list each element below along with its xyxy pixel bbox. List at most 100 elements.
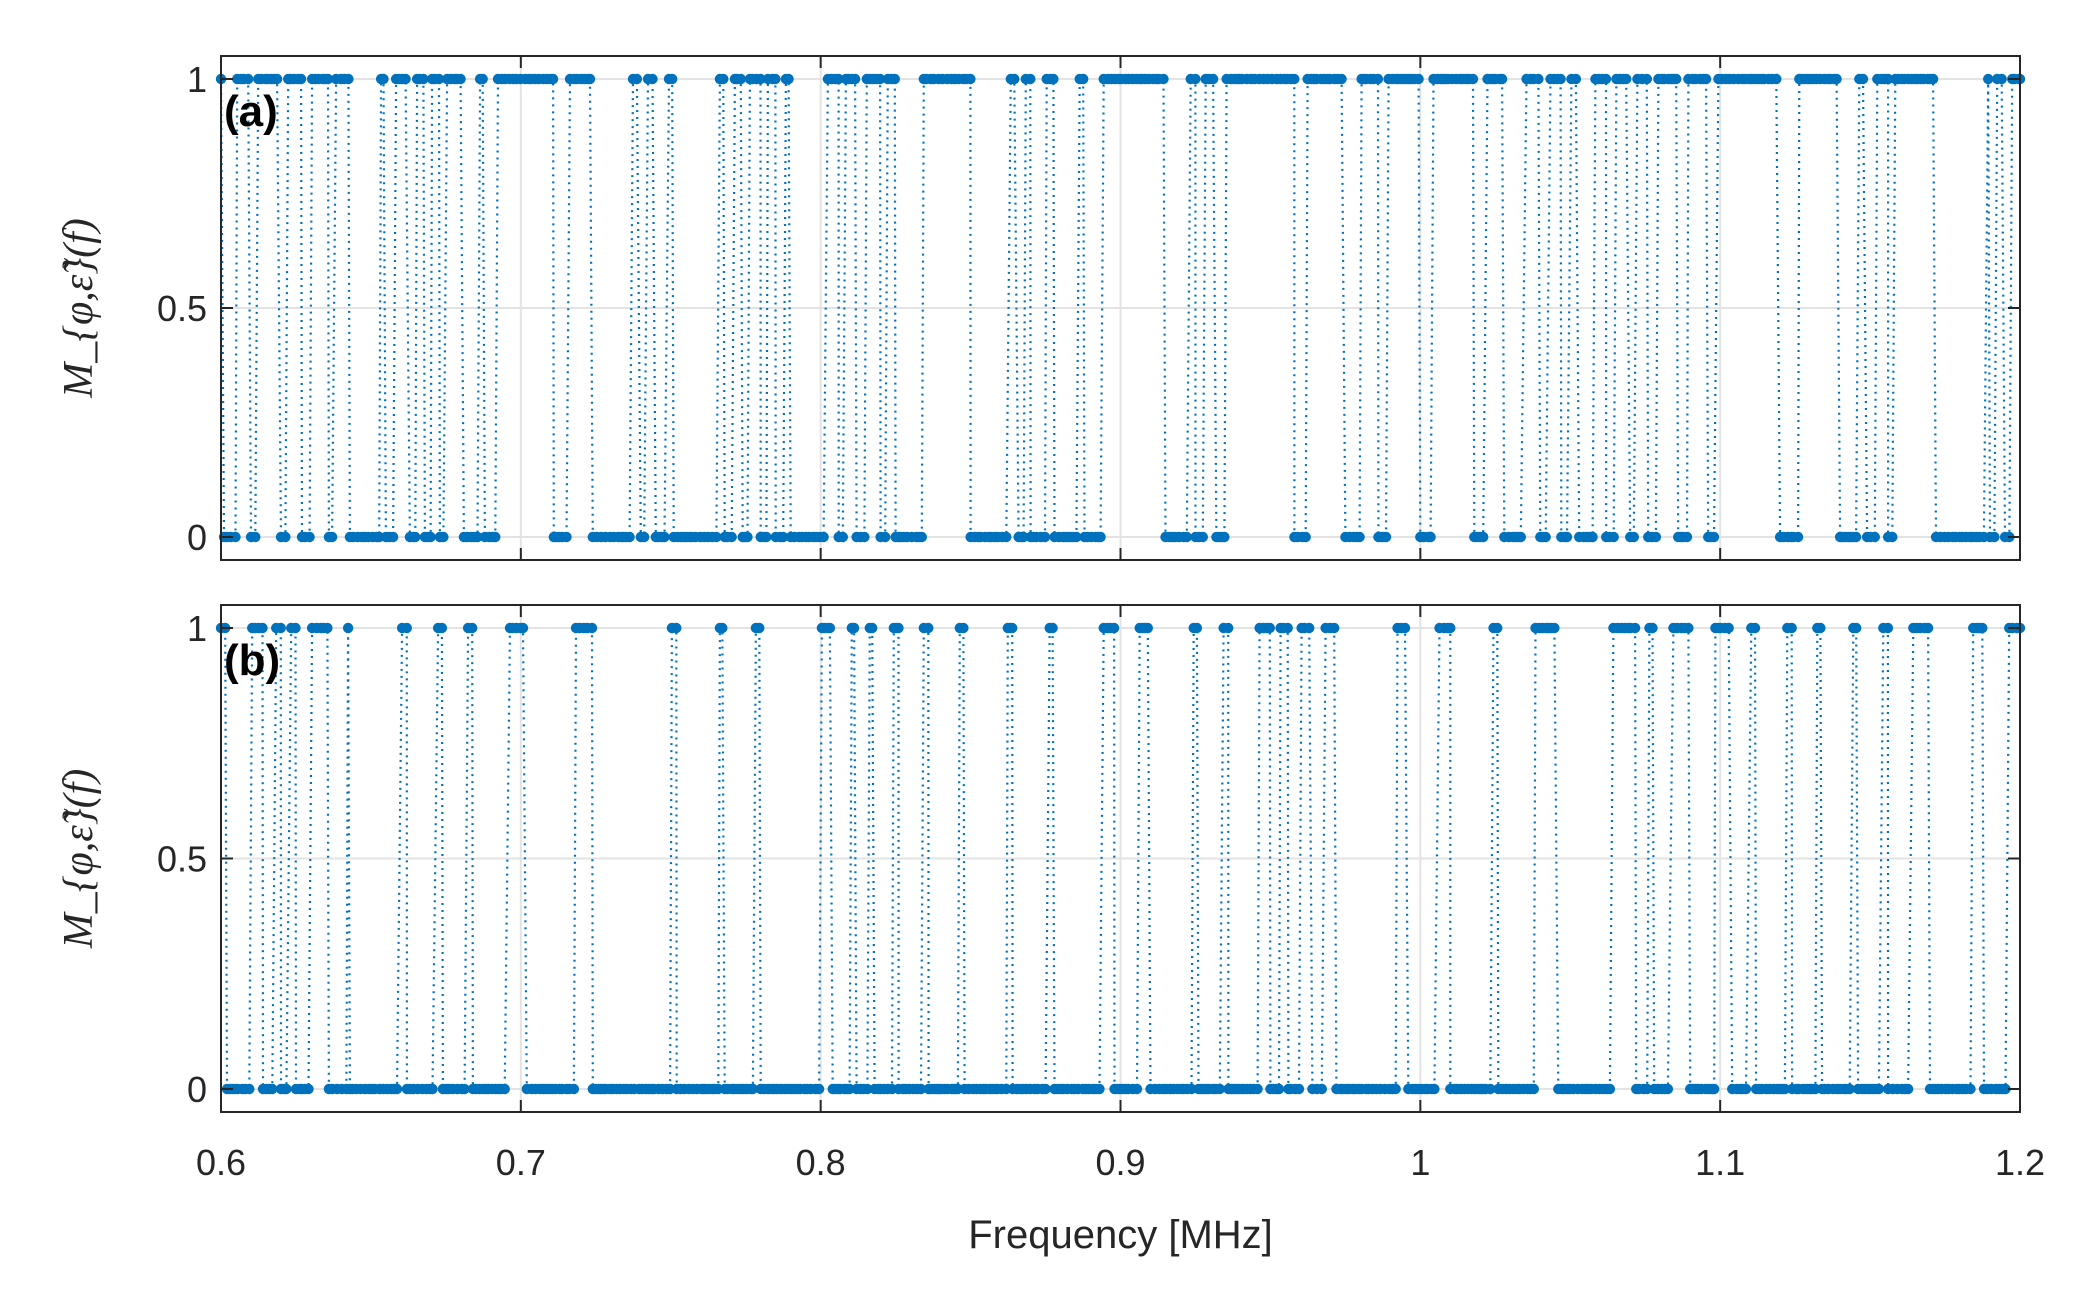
panel-a-data-point <box>1380 531 1392 543</box>
panel-b-data-point <box>322 622 333 634</box>
panel-a-data-point <box>735 73 746 85</box>
panel-a-series <box>215 73 2026 543</box>
x-tick-label: 1.1 <box>1695 1142 1745 1183</box>
panel-b-data-point <box>2000 1083 2011 1095</box>
panel-a-ticks: 00.51 <box>157 56 2021 560</box>
panel-b-data-point <box>1007 622 1018 634</box>
panel-a-data-point <box>778 531 789 543</box>
panel-b-data-point <box>1131 1083 1143 1095</box>
panel-b-data-point <box>342 622 354 634</box>
panel-a-data-point <box>1336 73 1347 85</box>
panel-a-data-point <box>1869 531 1881 543</box>
panel-a-data-point <box>718 73 729 85</box>
panel-b-data-point <box>568 1083 580 1095</box>
panel-b-data-point <box>1214 1083 1226 1095</box>
panel-a-data-point <box>1219 531 1230 543</box>
panel-a-y-tick-label: 0 <box>187 517 207 558</box>
panel-b-data-point <box>459 1083 470 1095</box>
panel-a-data-point <box>230 531 241 543</box>
panel-a-data-point <box>1621 73 1632 85</box>
panel-a-data-point <box>1300 531 1311 543</box>
panel-b-data-point <box>1528 1083 1540 1095</box>
panel-a-data-point <box>271 73 283 85</box>
panel-a-data-point <box>965 73 976 85</box>
panel-a-data-point <box>584 73 596 85</box>
panel-a-data-point <box>1009 73 1020 85</box>
panel-a-data-point <box>433 73 445 85</box>
panel-b-data-point <box>1040 1083 1051 1095</box>
panel-a-data-point <box>1561 531 1573 543</box>
panel-b-data-point <box>436 622 448 634</box>
panel-b-data-point <box>427 1083 438 1095</box>
panel-a-data-point <box>438 531 449 543</box>
panel-a-data-point <box>410 531 421 543</box>
panel-a-data-point <box>250 531 261 543</box>
panel-b-data-point <box>1815 622 1826 634</box>
panel-a-data-point <box>1989 531 2000 543</box>
panel-b-data-point <box>1662 1083 1674 1095</box>
panel-a-data-point <box>889 73 900 85</box>
panel-a-data-point <box>1608 531 1619 543</box>
panel-a-data-point <box>1570 73 1582 85</box>
panel-b-data-point <box>754 622 765 634</box>
panel-a-data-point <box>1650 531 1662 543</box>
panel-a-data-point <box>818 531 829 543</box>
panel-a-data-point <box>833 73 844 85</box>
panel-b-data-point <box>303 1083 314 1095</box>
panel-a-data-point <box>1354 531 1365 543</box>
panel-a-data-point <box>1095 531 1106 543</box>
panel-b-series <box>215 622 2026 1095</box>
panel-a-data-point <box>1158 73 1169 85</box>
panel-b-data-point <box>401 622 412 634</box>
panel-b-data-point <box>848 622 860 634</box>
panel-b-data-point <box>1047 622 1058 634</box>
panel-a-data-point <box>647 73 658 85</box>
panel-b-data-point <box>1429 1083 1440 1095</box>
panel-b-data-point <box>923 622 934 634</box>
panel-b-data-point <box>1786 622 1797 634</box>
panel-b-data-point <box>1399 622 1411 634</box>
panel-a-data-point <box>639 531 650 543</box>
panel-b-data-point <box>1709 1083 1720 1095</box>
panel-a: 00.51 (a) M_{φ,ε̃}(f) <box>56 55 2026 561</box>
panel-b-data-point <box>1445 622 1456 634</box>
panel-b-data-point <box>1549 622 1560 634</box>
panel-b-data-point <box>1965 1083 1976 1095</box>
panel-a-data-point <box>1600 73 1612 85</box>
panel-b-data-point <box>1316 1083 1328 1095</box>
panel-a-data-point <box>1071 531 1082 543</box>
panel-a-data-point <box>387 531 399 543</box>
panel-b-data-point <box>1282 622 1293 634</box>
panel-a-data-point <box>711 531 722 543</box>
panel-a-data-point <box>742 531 753 543</box>
panel-a-data-point <box>880 531 891 543</box>
panel-b-data-point <box>824 622 836 634</box>
panel-b-data-point <box>893 622 904 634</box>
panel-a-data-point <box>378 73 389 85</box>
x-tick-label: 0.8 <box>796 1142 846 1183</box>
panel-b-data-point <box>867 622 878 634</box>
panel-a-data-point <box>770 73 781 85</box>
x-tick-label: 1.2 <box>1995 1142 2045 1183</box>
panel-b-y-axis-label: M_{φ,ε̃}(f) <box>56 769 102 950</box>
panel-a-data-point <box>1708 531 1720 543</box>
panel-a-data-point <box>631 73 643 85</box>
panel-a-data-point <box>295 73 307 85</box>
panel-b-data-point <box>1740 1083 1752 1095</box>
panel-a-data-point <box>1533 73 1544 85</box>
panel-b-y-tick-label: 1 <box>187 608 207 649</box>
panel-b-data-point <box>391 1083 403 1095</box>
panel-b-data-point <box>1683 622 1694 634</box>
panel-b-data-point <box>517 622 529 634</box>
panel-b-data-point <box>1108 622 1120 634</box>
panel-a-data-point <box>874 73 886 85</box>
panel-a-data-point <box>1496 73 1508 85</box>
panel-a-data-point <box>1831 73 1842 85</box>
panel-b-data-point <box>499 1083 510 1095</box>
panel-a-data-point <box>343 73 354 85</box>
panel-b: 00.51 (b) M_{φ,ε̃}(f) <box>56 604 2026 1113</box>
panel-b-data-point <box>862 1083 873 1095</box>
panel-b-data-point <box>586 622 598 634</box>
panel-a-data-point <box>624 531 635 543</box>
panel-a-data-point <box>280 531 291 543</box>
